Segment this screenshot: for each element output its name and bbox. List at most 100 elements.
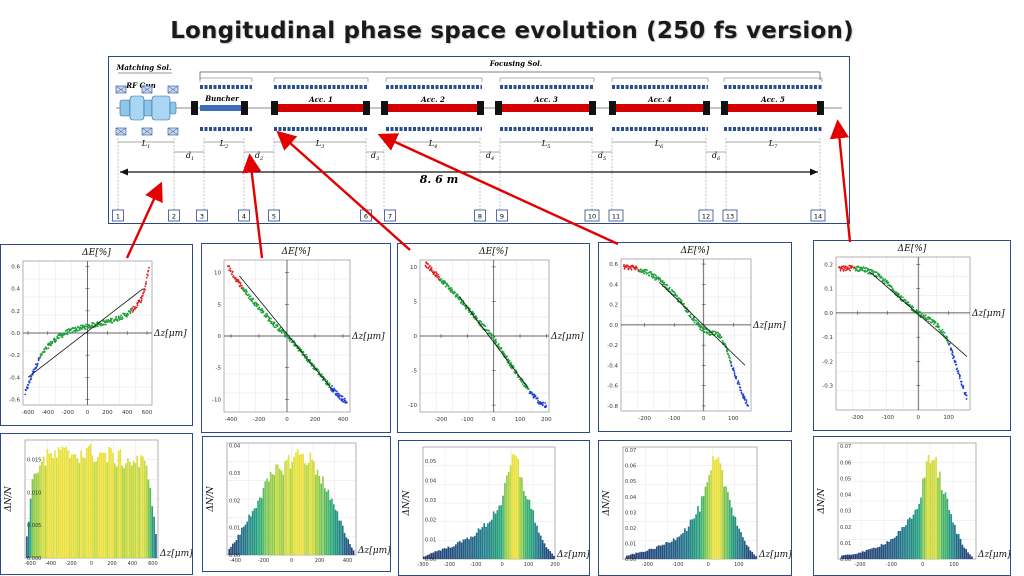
- scatter-point: [102, 319, 105, 322]
- acc-section-5: [726, 104, 820, 112]
- scatter-point: [111, 321, 114, 324]
- histogram-bar: [682, 532, 684, 559]
- histogram-bar: [241, 527, 243, 555]
- coil-cross: [141, 127, 153, 136]
- scatter-point: [39, 356, 42, 359]
- scatter-point: [714, 330, 717, 333]
- scatter-point: [622, 265, 625, 268]
- y-tick-label: 0.00: [625, 557, 636, 563]
- histogram-bar: [530, 508, 533, 559]
- scatter-point: [898, 293, 900, 296]
- scatter-point: [867, 269, 869, 272]
- histogram-bar: [63, 447, 66, 558]
- total-length-label: 8. 6 m: [420, 173, 458, 186]
- y-tick-label: 0.000: [27, 556, 41, 562]
- scatter-point: [510, 361, 512, 364]
- histogram-bar: [631, 553, 634, 559]
- scatter-point: [545, 405, 547, 408]
- x-tick-label: -200: [444, 562, 455, 568]
- scatter-point: [76, 330, 79, 332]
- grid: [835, 256, 971, 411]
- scatter-point: [683, 303, 685, 305]
- scatter-point: [83, 324, 86, 327]
- scatter-point: [865, 267, 868, 269]
- scatter-point: [527, 388, 530, 390]
- histogram-bar: [521, 477, 523, 559]
- scatter-point: [858, 266, 861, 269]
- scatter-point: [666, 287, 669, 290]
- scatter-point: [451, 288, 453, 291]
- scatter-point: [932, 323, 935, 326]
- scatter-point: [946, 340, 949, 342]
- histogram-bar: [655, 546, 658, 559]
- histogram-bar: [685, 530, 688, 559]
- acc-section-4: [614, 104, 706, 112]
- scatter-point: [948, 342, 951, 345]
- histogram-bar: [844, 554, 847, 559]
- scatter-point: [484, 325, 487, 328]
- histogram-bar: [663, 544, 666, 559]
- scatter-point: [732, 369, 735, 372]
- scatter-point: [56, 337, 59, 339]
- scatter-point: [661, 280, 664, 282]
- histogram-bar: [635, 552, 638, 559]
- histogram-bars: [626, 456, 757, 559]
- scatter-point: [430, 266, 433, 269]
- scatter-point: [539, 401, 542, 403]
- scatter-point: [255, 305, 258, 308]
- scatter-point: [129, 312, 132, 315]
- scatter-point: [912, 306, 915, 309]
- histogram-bar: [626, 555, 628, 559]
- scatter-point: [635, 265, 637, 268]
- scatter-point: [745, 401, 748, 403]
- scatter-point: [469, 313, 472, 316]
- histogram-bar: [443, 548, 446, 559]
- scatter-point: [663, 281, 666, 284]
- scatter-point: [491, 337, 493, 340]
- scatter-point: [502, 351, 505, 353]
- histogram-bar: [349, 544, 351, 555]
- scatter-point: [436, 276, 439, 279]
- histogram-bar: [44, 465, 47, 558]
- position-label: 11: [612, 213, 620, 221]
- histogram-bar: [347, 539, 349, 555]
- histogram-bar: [323, 488, 326, 555]
- histogram-bar: [67, 450, 69, 558]
- scatter-point: [533, 393, 536, 396]
- y-tick-label: -10: [212, 397, 221, 403]
- scatter-point: [240, 284, 243, 287]
- scatter-point: [256, 302, 259, 305]
- scatter-point: [88, 324, 91, 326]
- histogram-bar: [505, 475, 508, 559]
- histogram-bar: [134, 463, 137, 558]
- scatter-point: [260, 311, 263, 314]
- position-label: 5: [272, 213, 276, 221]
- histogram-bar: [253, 508, 256, 555]
- length-label: L7: [768, 139, 778, 150]
- histogram-bar: [907, 519, 909, 559]
- x-tick-label: 200: [541, 417, 552, 423]
- histogram-bar: [891, 538, 894, 559]
- scatter-point: [733, 374, 736, 377]
- histogram-bar: [689, 519, 692, 559]
- scatter-point: [433, 271, 436, 274]
- histogram-bars: [423, 454, 555, 559]
- histogram-bar: [715, 458, 718, 559]
- scatter-point: [27, 383, 30, 386]
- scatter-point: [938, 325, 941, 328]
- histogram-bar: [50, 453, 53, 558]
- histogram-bar: [742, 537, 744, 559]
- histogram-bar: [637, 552, 639, 559]
- x-axis-label: Δz[μm]: [153, 329, 187, 339]
- scatter-point: [458, 298, 461, 301]
- histogram-bar: [693, 518, 696, 559]
- scatter-point: [698, 322, 700, 325]
- histogram-bar: [950, 514, 952, 559]
- histogram-bar: [462, 539, 465, 559]
- scatter-point: [328, 382, 331, 385]
- length-label: L2: [219, 139, 229, 150]
- histogram-bar: [117, 450, 120, 558]
- histogram-bar: [869, 548, 872, 559]
- scatter-point: [737, 380, 740, 382]
- histogram-bar: [858, 552, 860, 559]
